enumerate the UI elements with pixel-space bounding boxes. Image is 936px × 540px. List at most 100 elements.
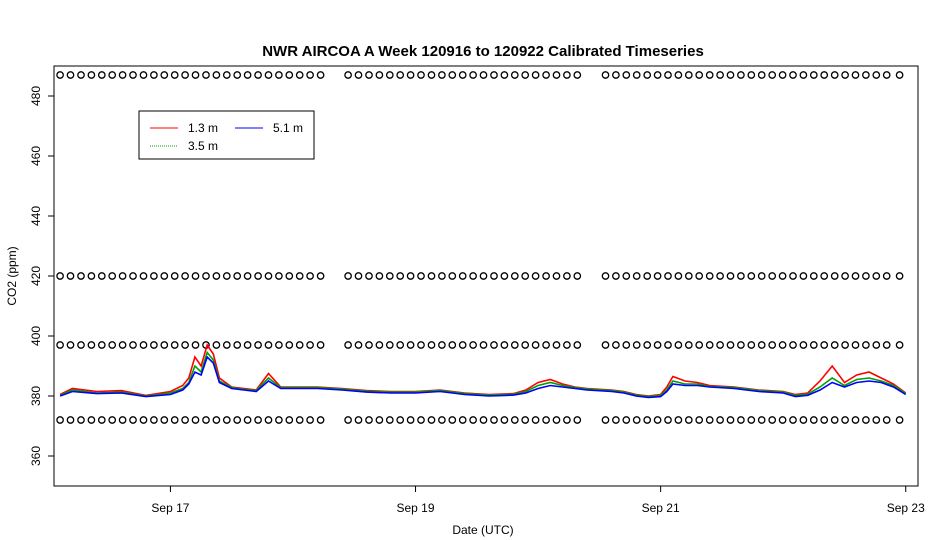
flag-marker (295, 71, 304, 79)
flag-marker (895, 416, 904, 424)
flag-marker (521, 272, 530, 280)
flag-marker (427, 341, 436, 349)
flag-marker (160, 71, 169, 79)
flag-marker (573, 341, 582, 349)
flag-marker (862, 272, 870, 280)
flag-marker (622, 272, 631, 280)
flag-marker (563, 341, 571, 349)
flag-marker (737, 416, 745, 424)
flag-marker (789, 416, 797, 424)
flag-marker (705, 341, 714, 349)
flag-marker (490, 341, 498, 349)
flag-marker (768, 272, 777, 280)
flag-marker (882, 416, 891, 424)
series-line-5-1-m (59, 355, 907, 399)
flag-marker (716, 71, 724, 79)
flag-marker (479, 341, 488, 349)
x-axis-label: Date (UTC) (452, 523, 513, 537)
flag-marker (264, 416, 273, 424)
flag-marker (77, 71, 85, 79)
flag-marker (778, 341, 787, 349)
flag-marker (531, 71, 540, 79)
flag-marker (344, 416, 352, 424)
flag-marker (757, 341, 766, 349)
flag-marker (531, 416, 540, 424)
flag-marker (365, 71, 373, 79)
flag-marker (726, 272, 735, 280)
flag-marker (181, 272, 189, 280)
flag-marker (830, 416, 839, 424)
flag-marker (275, 341, 283, 349)
flag-marker (202, 416, 210, 424)
flag-marker (243, 71, 252, 79)
flag-marker (233, 272, 242, 280)
flag-marker (354, 71, 363, 79)
flag-marker (160, 341, 169, 349)
flag-marker (768, 416, 777, 424)
flag-marker (458, 71, 467, 79)
flag-marker (726, 71, 735, 79)
flag-marker (684, 272, 693, 280)
flag-marker (622, 341, 631, 349)
flag-marker (108, 71, 117, 79)
flag-marker (809, 416, 818, 424)
flag-marker (139, 416, 148, 424)
flag-marker (191, 71, 200, 79)
flag-marker (129, 272, 137, 280)
flag-marker (768, 341, 777, 349)
flag-marker (354, 272, 363, 280)
flag-marker (97, 341, 106, 349)
flag-marker (510, 272, 519, 280)
flag-marker (469, 416, 477, 424)
flag-marker (170, 341, 179, 349)
flag-marker (56, 416, 64, 424)
flag-marker (882, 272, 891, 280)
flag-marker (479, 272, 488, 280)
flag-marker (542, 416, 550, 424)
flag-marker (737, 341, 745, 349)
flag-marker (601, 272, 610, 280)
flag-marker (375, 272, 384, 280)
flag-marker (612, 71, 620, 79)
flag-marker (275, 71, 283, 79)
y-axis: 360 380 400 420 440 460 480 (29, 86, 54, 466)
flag-marker (830, 272, 839, 280)
flag-marker (632, 341, 641, 349)
flag-marker (531, 341, 540, 349)
flag-marker (643, 416, 652, 424)
flag-marker (684, 341, 693, 349)
flag-marker (160, 272, 169, 280)
flag-marker (212, 71, 221, 79)
flag-marker (757, 71, 766, 79)
flag-marker (87, 341, 96, 349)
flag-marker (222, 416, 231, 424)
flag-marker (385, 272, 394, 280)
flag-marker (417, 416, 425, 424)
flag-marker (872, 341, 881, 349)
flag-marker (778, 71, 787, 79)
flag-marker (417, 272, 425, 280)
flag-marker (264, 71, 273, 79)
flag-marker (448, 71, 457, 79)
flag-marker (510, 71, 519, 79)
legend-box (138, 110, 315, 160)
flag-marker (254, 416, 262, 424)
flag-marker (212, 272, 221, 280)
flag-marker (108, 416, 117, 424)
flag-marker (872, 272, 881, 280)
flag-marker (757, 272, 766, 280)
flag-marker (275, 272, 283, 280)
flag-marker (406, 71, 415, 79)
flag-marker (212, 416, 221, 424)
flag-marker (799, 272, 808, 280)
flag-marker (77, 341, 85, 349)
flag-marker (737, 272, 745, 280)
flag-marker (448, 272, 457, 280)
flag-marker (139, 71, 148, 79)
flag-marker (316, 416, 325, 424)
flag-marker (417, 71, 425, 79)
flag-marker (695, 341, 704, 349)
flag-marker (820, 272, 829, 280)
legend-label-3-5m: 3.5 m (188, 139, 218, 153)
flag-marker (643, 272, 652, 280)
